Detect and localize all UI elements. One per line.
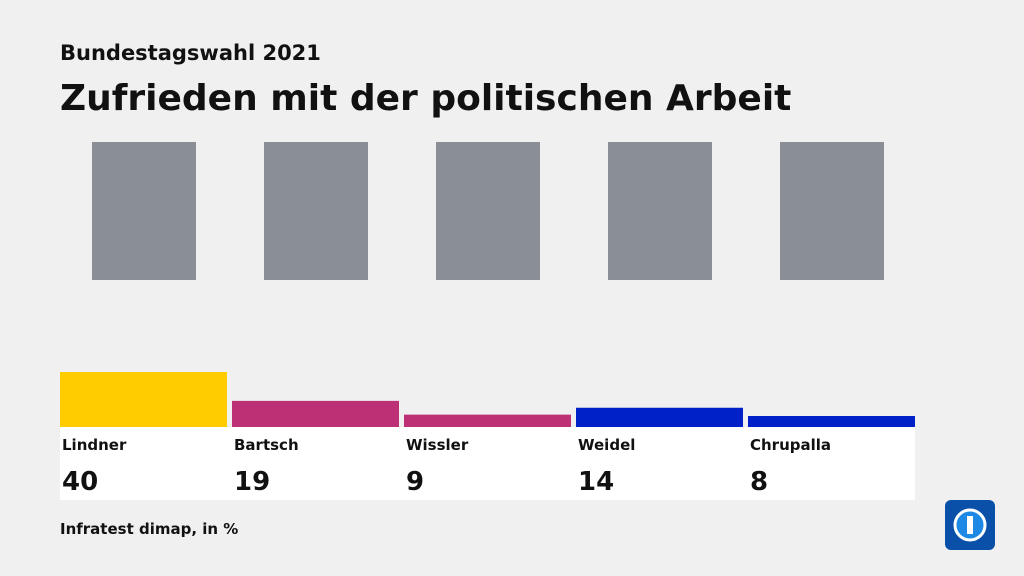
portrait: [780, 142, 884, 280]
category-label: Wissler: [406, 436, 469, 454]
portrait: [436, 142, 540, 280]
value-label: 8: [750, 467, 768, 497]
bar: [60, 372, 227, 427]
bar: [232, 400, 399, 427]
portrait: [92, 142, 196, 280]
bar: [404, 414, 571, 427]
portrait: [264, 142, 368, 280]
bar: [748, 416, 915, 427]
source: Infratest dimap, in %: [60, 520, 238, 538]
logo: [945, 500, 995, 550]
value-label: 14: [578, 467, 614, 497]
label-panel: [60, 427, 915, 500]
portrait: [608, 142, 712, 280]
logo-one: [967, 516, 973, 534]
value-label: 19: [234, 467, 270, 497]
bar: [576, 407, 743, 427]
category-label: Chrupalla: [750, 436, 831, 454]
category-label: Lindner: [62, 436, 127, 454]
chart-subtitle: Bundestagswahl 2021: [60, 41, 321, 65]
category-label: Bartsch: [234, 436, 299, 454]
category-label: Weidel: [578, 436, 635, 454]
value-label: 9: [406, 467, 424, 497]
portraits: [92, 142, 884, 280]
chart-title: Zufrieden mit der politischen Arbeit: [60, 78, 791, 119]
value-label: 40: [62, 467, 98, 497]
